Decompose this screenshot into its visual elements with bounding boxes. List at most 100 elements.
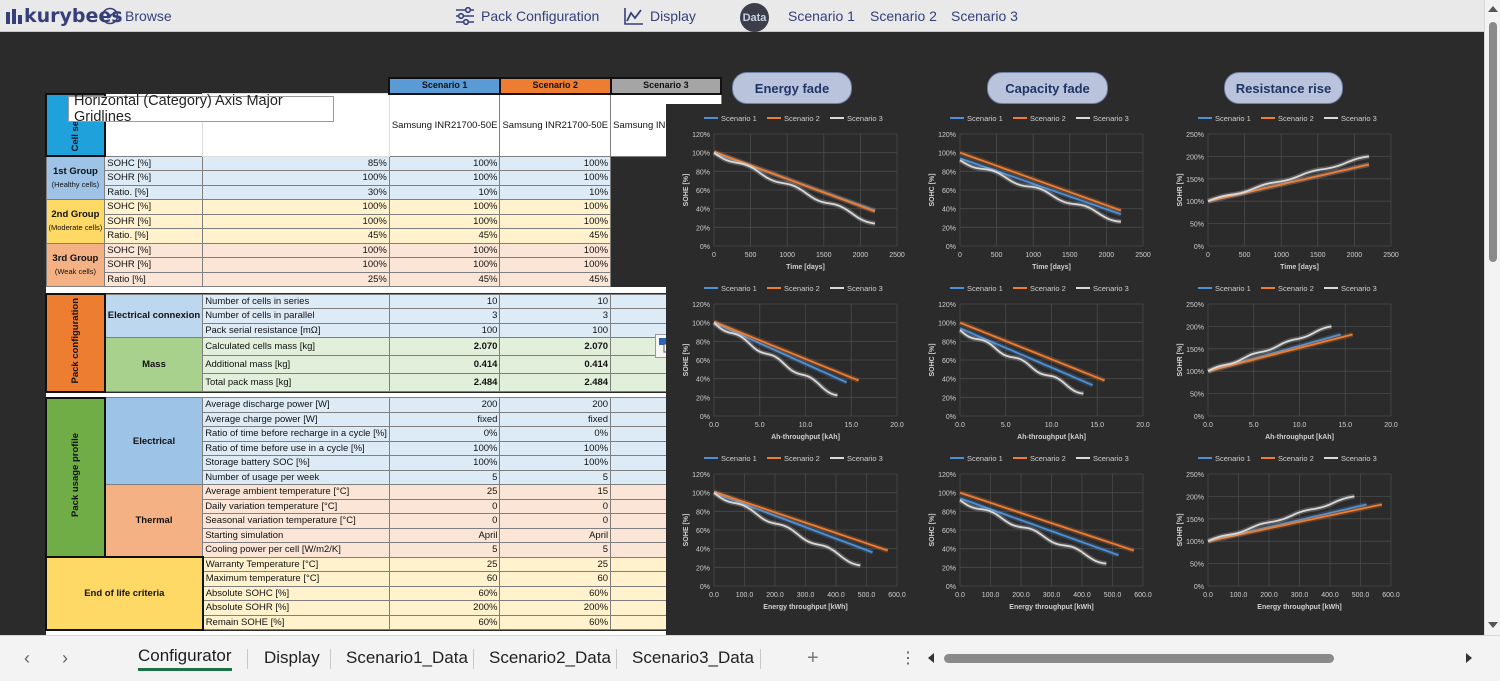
param-value-s3[interactable]: 45% [499, 228, 612, 244]
param-value-s1[interactable]: 5 [388, 469, 501, 485]
param-value-s2[interactable]: 100% [388, 155, 501, 171]
tab-scenario2-data[interactable]: Scenario2_Data [489, 648, 611, 667]
param-value-s2[interactable]: 100% [388, 242, 501, 258]
scroll-down-icon[interactable] [1488, 622, 1498, 628]
param-value-s1[interactable]: 25 [388, 556, 501, 572]
cell-model-s2[interactable]: Samsung INR21700-50E [499, 93, 612, 157]
param-value-s1[interactable]: 2.484 [388, 373, 501, 392]
param-value-s2[interactable]: 0 [499, 498, 612, 514]
param-value-s1[interactable]: 10 [388, 293, 501, 309]
param-value-s1[interactable]: 0.414 [388, 355, 501, 374]
scroll-left-icon[interactable] [928, 653, 934, 663]
data-button[interactable]: Data [740, 3, 769, 32]
param-value-s2[interactable]: 100% [499, 455, 612, 471]
scroll-up-icon[interactable] [1488, 6, 1498, 12]
charts-panel[interactable]: Scenario 1 Scenario 2 Scenario 3 0% 20% 40% 60… [666, 104, 1407, 644]
scenario2-button[interactable]: Scenario 2 [870, 8, 937, 24]
param-value-s2[interactable]: 60% [499, 614, 612, 630]
param-value-s2[interactable]: 3 [499, 308, 612, 324]
resistance-rise-button[interactable]: Resistance rise [1224, 72, 1343, 104]
param-value-s2[interactable]: 0.414 [499, 355, 612, 374]
param-value-s2[interactable]: 60% [499, 585, 612, 601]
param-value-s2[interactable]: 5 [499, 542, 612, 558]
param-value-s1[interactable]: 100% [202, 213, 390, 229]
param-value-s3[interactable]: 100% [499, 199, 612, 215]
tab-display[interactable]: Display [264, 648, 320, 667]
vertical-scrollbar[interactable] [1484, 0, 1500, 635]
param-value-s2[interactable]: 45% [388, 271, 501, 287]
cell-model-s1[interactable]: Samsung INR21700-50E [388, 93, 501, 157]
param-value-s1[interactable]: 0 [388, 513, 501, 529]
browse-button[interactable]: Browse [101, 5, 172, 27]
chart-7[interactable]: Scenario 1 Scenario 2 Scenario 3 0% 20% 40% 60… [683, 454, 906, 611]
param-value-s1[interactable]: 25 [388, 484, 501, 500]
param-value-s2[interactable]: 45% [388, 228, 501, 244]
param-value-s3[interactable]: 100% [499, 170, 612, 186]
param-value-s1[interactable]: 100% [202, 199, 390, 215]
param-value-s2[interactable]: 100% [499, 440, 612, 456]
param-value-s1[interactable]: 30% [202, 184, 390, 200]
next-sheet-icon[interactable]: › [62, 647, 68, 668]
chart-1[interactable]: Scenario 1 Scenario 2 Scenario 3 0% 20% 40% 60… [683, 114, 905, 271]
param-value-s1[interactable]: 85% [202, 155, 390, 171]
param-value-s2[interactable]: 100% [388, 213, 501, 229]
scenario3-button[interactable]: Scenario 3 [951, 8, 1018, 24]
param-value-s1[interactable]: 2.070 [388, 337, 501, 356]
param-value-s1[interactable]: 5 [388, 542, 501, 558]
param-value-s1[interactable]: 100 [388, 322, 501, 338]
vertical-scroll-thumb[interactable] [1489, 22, 1497, 262]
chart-5[interactable]: Scenario 1 Scenario 2 Scenario 3 0% 20% 40% 60… [929, 284, 1150, 441]
display-button[interactable]: Display [624, 5, 696, 27]
chart-9[interactable]: Scenario 1 Scenario 2 Scenario 3 0% 50% 100% 1… [1177, 454, 1400, 611]
param-value-s2[interactable]: fixed [499, 411, 612, 427]
param-value-s1[interactable]: 0% [388, 426, 501, 442]
param-value-s2[interactable]: 10% [388, 184, 501, 200]
capacity-fade-button[interactable]: Capacity fade [987, 72, 1108, 104]
param-value-s1[interactable]: April [388, 527, 501, 543]
chart-8[interactable]: Scenario 1 Scenario 2 Scenario 3 0% 20% 40% 60… [929, 454, 1152, 611]
param-value-s1[interactable]: 100% [202, 242, 390, 258]
param-value-s1[interactable]: fixed [388, 411, 501, 427]
param-value-s2[interactable]: 25 [499, 556, 612, 572]
param-value-s2[interactable]: 100% [388, 170, 501, 186]
param-value-s3[interactable]: 100% [499, 213, 612, 229]
param-value-s1[interactable]: 200 [388, 397, 501, 413]
param-value-s2[interactable]: 200% [499, 600, 612, 616]
param-value-s2[interactable]: 2.070 [499, 337, 612, 356]
param-value-s2[interactable]: April [499, 527, 612, 543]
chart-3[interactable]: Scenario 1 Scenario 2 Scenario 3 0% 50% 100% 1… [1177, 114, 1399, 271]
param-value-s3[interactable]: 100% [499, 242, 612, 258]
tab-configurator[interactable]: Configurator [138, 644, 232, 672]
add-sheet-icon[interactable]: + [807, 646, 819, 669]
param-value-s2[interactable]: 5 [499, 469, 612, 485]
horizontal-scroll-thumb[interactable] [944, 654, 1334, 663]
param-value-s3[interactable]: 10% [499, 184, 612, 200]
tab-scenario3-data[interactable]: Scenario3_Data [632, 648, 754, 667]
chart-4[interactable]: Scenario 1 Scenario 2 Scenario 3 0% 20% 40% 60… [683, 284, 904, 441]
param-value-s3[interactable]: 45% [499, 271, 612, 287]
param-value-s2[interactable]: 200 [499, 397, 612, 413]
param-value-s1[interactable]: 3 [388, 308, 501, 324]
param-value-s3[interactable]: 100% [499, 257, 612, 273]
param-value-s2[interactable]: 100% [388, 257, 501, 273]
chart-2[interactable]: Scenario 1 Scenario 2 Scenario 3 0% 20% 40% 60… [929, 114, 1151, 271]
param-value-s1[interactable]: 60 [388, 571, 501, 587]
param-value-s1[interactable]: 45% [202, 228, 390, 244]
more-options-icon[interactable]: ⋮ [900, 650, 916, 667]
param-value-s1[interactable]: 100% [202, 257, 390, 273]
param-value-s2[interactable]: 60 [499, 571, 612, 587]
param-value-s1[interactable]: 25% [202, 271, 390, 287]
param-value-s1[interactable]: 200% [388, 600, 501, 616]
prev-sheet-icon[interactable]: ‹ [24, 647, 30, 668]
param-value-s2[interactable]: 10 [499, 293, 612, 309]
tab-scenario1-data[interactable]: Scenario1_Data [346, 648, 468, 667]
horizontal-scrollbar[interactable] [928, 652, 1478, 664]
scenario1-button[interactable]: Scenario 1 [788, 8, 855, 24]
param-value-s1[interactable]: 100% [388, 455, 501, 471]
param-value-s2[interactable]: 0% [499, 426, 612, 442]
param-value-s2[interactable]: 100% [388, 199, 501, 215]
param-value-s1[interactable]: 60% [388, 614, 501, 630]
scroll-right-icon[interactable] [1466, 653, 1472, 663]
param-value-s1[interactable]: 100% [388, 440, 501, 456]
param-value-s1[interactable]: 60% [388, 585, 501, 601]
